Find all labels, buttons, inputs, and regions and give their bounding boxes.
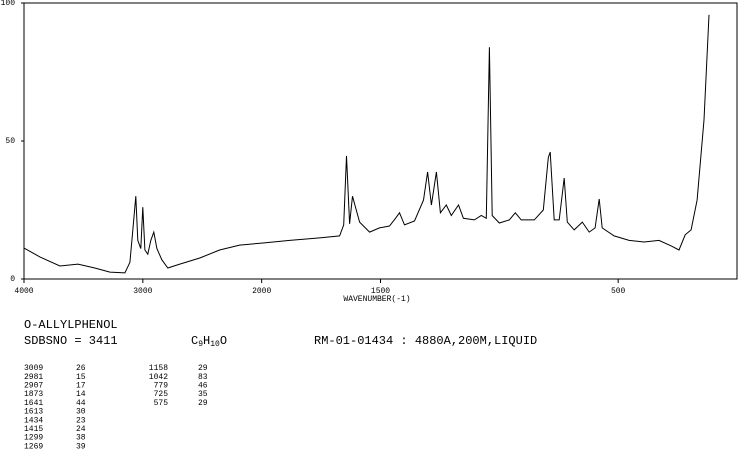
peak-wavenumber: 725 [154, 390, 169, 399]
y-tick-label: 50 [5, 137, 15, 146]
peak-intensity: 35 [198, 390, 208, 399]
x-tick-label: 4000 [14, 287, 33, 296]
x-tick-label: 1500 [371, 287, 390, 296]
y-tick-label: 100 [1, 0, 16, 8]
peak-wavenumber: 575 [154, 399, 169, 408]
conditions: RM-01-01434 : 4880A,200M,LIQUID [314, 334, 537, 348]
peak-wavenumber: 1269 [24, 442, 43, 451]
x-axis-label: WAVENUMBER(-1) [343, 295, 410, 304]
peak-intensity: 29 [198, 399, 208, 408]
peak-wavenumber: 1613 [24, 408, 43, 417]
peak-wavenumber: 1415 [24, 425, 43, 434]
peak-intensity: 44 [76, 399, 86, 408]
peak-wavenumber: 779 [154, 382, 169, 391]
peak-intensity: 39 [76, 442, 86, 451]
peak-intensity: 83 [198, 373, 208, 382]
peak-wavenumber: 1158 [149, 364, 168, 373]
peak-intensity: 29 [198, 364, 208, 373]
y-tick-label: 0 [10, 275, 15, 284]
formula-sub: 9 [198, 340, 203, 349]
peak-wavenumber: 1641 [24, 399, 43, 408]
formula-part: H [203, 334, 210, 348]
peak-intensity: 24 [76, 425, 86, 434]
peak-intensity: 26 [76, 364, 86, 373]
compound-name: O-ALLYLPHENOL [24, 318, 118, 332]
formula: C9H10O [191, 334, 227, 349]
peak-intensity: 15 [76, 373, 86, 382]
spectrum-line [23, 14, 710, 274]
plot-frame [23, 2, 738, 280]
formula-sub: 10 [210, 340, 220, 349]
peak-intensity: 30 [76, 408, 86, 417]
formula-part: C [191, 334, 198, 348]
x-tick-label: 3000 [133, 287, 152, 296]
sdbs-number: SDBSNO = 3411 [24, 334, 118, 348]
peak-wavenumber: 2981 [24, 373, 43, 382]
peak-intensity: 38 [76, 434, 86, 443]
formula-part: O [220, 334, 227, 348]
peak-wavenumber: 1042 [149, 373, 168, 382]
peak-wavenumber: 1434 [24, 416, 43, 425]
peak-wavenumber: 1873 [24, 390, 43, 399]
peak-intensity: 23 [76, 416, 86, 425]
peak-intensity: 14 [76, 390, 86, 399]
peak-wavenumber: 3009 [24, 364, 43, 373]
peak-intensity: 46 [198, 382, 208, 391]
x-tick-label: 500 [611, 287, 626, 296]
x-tick-label: 2000 [252, 287, 271, 296]
peak-wavenumber: 1299 [24, 434, 43, 443]
peak-intensity: 17 [76, 382, 86, 391]
peak-wavenumber: 2907 [24, 382, 43, 391]
